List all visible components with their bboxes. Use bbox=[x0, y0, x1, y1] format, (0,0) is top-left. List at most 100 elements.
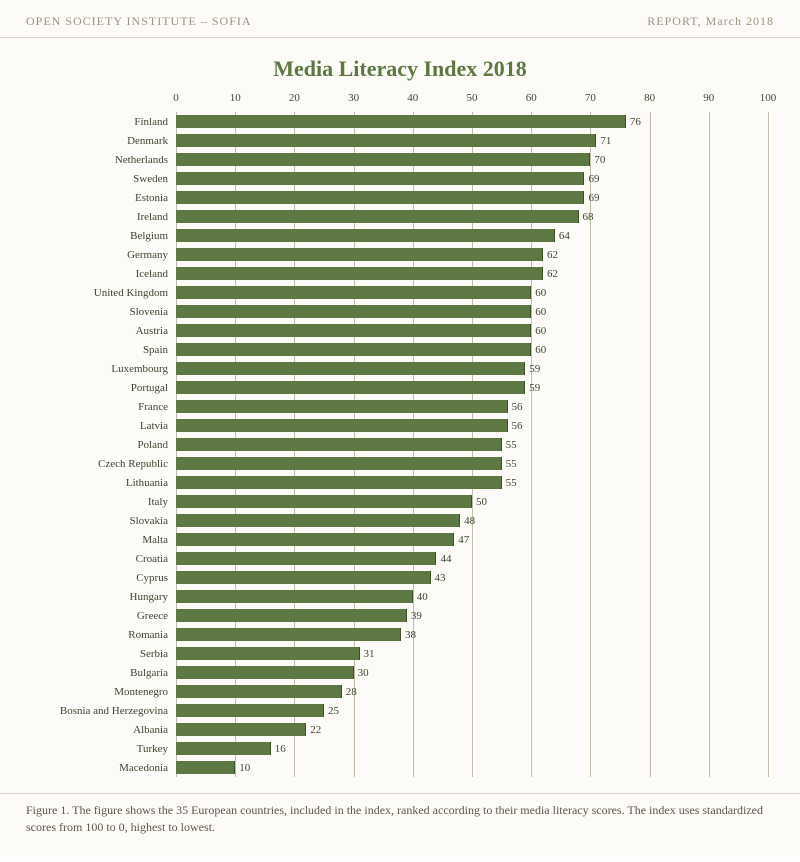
bar-value-label: 39 bbox=[407, 610, 422, 622]
bar-row: Spain60 bbox=[176, 340, 768, 359]
bar-value-label: 62 bbox=[543, 268, 558, 280]
x-tick-label: 20 bbox=[289, 92, 300, 104]
country-label: France bbox=[26, 401, 176, 413]
bar bbox=[176, 628, 401, 641]
bar-row: Turkey16 bbox=[176, 739, 768, 758]
bar-value-label: 28 bbox=[342, 686, 357, 698]
bar-value-label: 47 bbox=[454, 534, 469, 546]
country-label: Croatia bbox=[26, 553, 176, 565]
chart-area: 0102030405060708090100 Finland76Denmark7… bbox=[0, 92, 800, 789]
x-tick-label: 0 bbox=[173, 92, 179, 104]
bar bbox=[176, 343, 531, 356]
bar bbox=[176, 400, 508, 413]
bar-row: Belgium64 bbox=[176, 226, 768, 245]
bar bbox=[176, 419, 508, 432]
country-label: Luxembourg bbox=[26, 363, 176, 375]
country-label: Lithuania bbox=[26, 477, 176, 489]
bar-row: Romania38 bbox=[176, 625, 768, 644]
x-tick-label: 100 bbox=[760, 92, 777, 104]
country-label: Belgium bbox=[26, 230, 176, 242]
x-tick-label: 50 bbox=[467, 92, 478, 104]
x-tick-label: 90 bbox=[703, 92, 714, 104]
country-label: Netherlands bbox=[26, 154, 176, 166]
bar bbox=[176, 438, 502, 451]
bar-row: Denmark71 bbox=[176, 131, 768, 150]
bar bbox=[176, 514, 460, 527]
bar-row: Albania22 bbox=[176, 720, 768, 739]
bar-value-label: 70 bbox=[590, 154, 605, 166]
bar-value-label: 16 bbox=[271, 743, 286, 755]
country-label: Albania bbox=[26, 724, 176, 736]
bar-row: Malta47 bbox=[176, 530, 768, 549]
bar-row: Austria60 bbox=[176, 321, 768, 340]
bar-row: Bulgaria30 bbox=[176, 663, 768, 682]
country-label: Bulgaria bbox=[26, 667, 176, 679]
bar bbox=[176, 381, 525, 394]
bar-row: Ireland68 bbox=[176, 207, 768, 226]
bar-row: Poland55 bbox=[176, 435, 768, 454]
bar-row: Latvia56 bbox=[176, 416, 768, 435]
country-label: Macedonia bbox=[26, 762, 176, 774]
bar-row: Italy50 bbox=[176, 492, 768, 511]
bar-value-label: 76 bbox=[626, 116, 641, 128]
bar-value-label: 60 bbox=[531, 325, 546, 337]
figure-caption: Figure 1. The figure shows the 35 Europe… bbox=[0, 794, 800, 857]
bar-value-label: 62 bbox=[543, 249, 558, 261]
bar-row: Czech Republic55 bbox=[176, 454, 768, 473]
country-label: Germany bbox=[26, 249, 176, 261]
bar-value-label: 22 bbox=[306, 724, 321, 736]
bar bbox=[176, 704, 324, 717]
bar-value-label: 56 bbox=[508, 401, 523, 413]
bar bbox=[176, 267, 543, 280]
bar-row: Montenegro28 bbox=[176, 682, 768, 701]
x-tick-label: 40 bbox=[407, 92, 418, 104]
country-label: Hungary bbox=[26, 591, 176, 603]
bar-row: Bosnia and Herzegovina25 bbox=[176, 701, 768, 720]
bar-row: Germany62 bbox=[176, 245, 768, 264]
country-label: Ireland bbox=[26, 211, 176, 223]
country-label: Malta bbox=[26, 534, 176, 546]
bar bbox=[176, 457, 502, 470]
country-label: Estonia bbox=[26, 192, 176, 204]
bar bbox=[176, 248, 543, 261]
x-axis-ticks: 0102030405060708090100 bbox=[176, 92, 768, 112]
bar-value-label: 59 bbox=[525, 382, 540, 394]
bar bbox=[176, 362, 525, 375]
bar bbox=[176, 590, 413, 603]
bar-row: Iceland62 bbox=[176, 264, 768, 283]
bar bbox=[176, 476, 502, 489]
bar-row: Estonia69 bbox=[176, 188, 768, 207]
country-label: Latvia bbox=[26, 420, 176, 432]
bar bbox=[176, 210, 579, 223]
bar bbox=[176, 286, 531, 299]
chart-title: Media Literacy Index 2018 bbox=[0, 38, 800, 92]
bar bbox=[176, 153, 590, 166]
bar-row: Macedonia10 bbox=[176, 758, 768, 777]
country-label: United Kingdom bbox=[26, 287, 176, 299]
country-label: Slovakia bbox=[26, 515, 176, 527]
bar-row: Croatia44 bbox=[176, 549, 768, 568]
bar-row: Sweden69 bbox=[176, 169, 768, 188]
bar-value-label: 44 bbox=[436, 553, 451, 565]
x-tick-label: 10 bbox=[230, 92, 241, 104]
bar-value-label: 55 bbox=[502, 458, 517, 470]
country-label: Slovenia bbox=[26, 306, 176, 318]
bar-row: Finland76 bbox=[176, 112, 768, 131]
bar-value-label: 69 bbox=[584, 192, 599, 204]
x-tick-label: 60 bbox=[526, 92, 537, 104]
country-label: Romania bbox=[26, 629, 176, 641]
bar-row: Portugal59 bbox=[176, 378, 768, 397]
bar bbox=[176, 685, 342, 698]
country-label: Iceland bbox=[26, 268, 176, 280]
country-label: Greece bbox=[26, 610, 176, 622]
bar-value-label: 43 bbox=[431, 572, 446, 584]
bar bbox=[176, 723, 306, 736]
bar-value-label: 30 bbox=[354, 667, 369, 679]
bar bbox=[176, 533, 454, 546]
country-label: Austria bbox=[26, 325, 176, 337]
bar bbox=[176, 742, 271, 755]
country-label: Italy bbox=[26, 496, 176, 508]
bars-container: Finland76Denmark71Netherlands70Sweden69E… bbox=[176, 112, 768, 777]
bar-row: Netherlands70 bbox=[176, 150, 768, 169]
bar-row: Slovakia48 bbox=[176, 511, 768, 530]
